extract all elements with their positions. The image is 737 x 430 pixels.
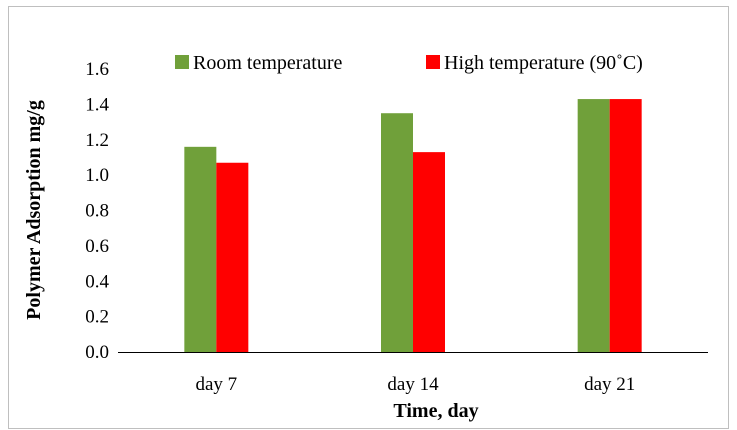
y-tick-label: 0.2 xyxy=(85,307,109,328)
legend-label-high-temperature: High temperature (90˚C) xyxy=(444,52,643,74)
y-tick-label: 0.6 xyxy=(85,236,109,257)
y-tick-label: 0.8 xyxy=(85,201,109,222)
y-tick-label: 0.0 xyxy=(85,342,109,363)
bars xyxy=(184,99,642,352)
legend-swatch-room-temperature xyxy=(175,55,189,69)
bar-room-temperature xyxy=(381,113,413,352)
x-tick-label: day 7 xyxy=(195,374,237,395)
x-tick-label: day 21 xyxy=(584,374,635,395)
legend-label-room-temperature: Room temperature xyxy=(193,52,343,74)
x-axis-title: Time, day xyxy=(393,400,478,422)
y-tick-label: 1.0 xyxy=(85,165,109,186)
bar-high-temperature xyxy=(609,99,642,352)
bar-high-temperature xyxy=(216,162,249,352)
legend: Room temperature High temperature (90˚C) xyxy=(175,52,643,74)
y-tick-label: 1.6 xyxy=(85,59,109,80)
x-axis-ticks: day 7 day 14 day 21 xyxy=(195,374,635,395)
y-tick-label: 1.2 xyxy=(85,130,109,151)
y-tick-label: 1.4 xyxy=(85,94,109,115)
legend-swatch-high-temperature xyxy=(426,55,440,69)
y-axis-ticks: 0.0 0.2 0.4 0.6 0.8 1.0 1.2 1.4 1.6 xyxy=(85,59,109,363)
bar-room-temperature xyxy=(184,146,217,352)
x-tick-label: day 14 xyxy=(387,374,439,395)
bar-room-temperature xyxy=(577,99,610,352)
y-tick-label: 0.4 xyxy=(85,271,109,292)
y-axis-title: Polymer Adsorption mg/g xyxy=(23,100,45,320)
bar-high-temperature xyxy=(413,152,445,352)
